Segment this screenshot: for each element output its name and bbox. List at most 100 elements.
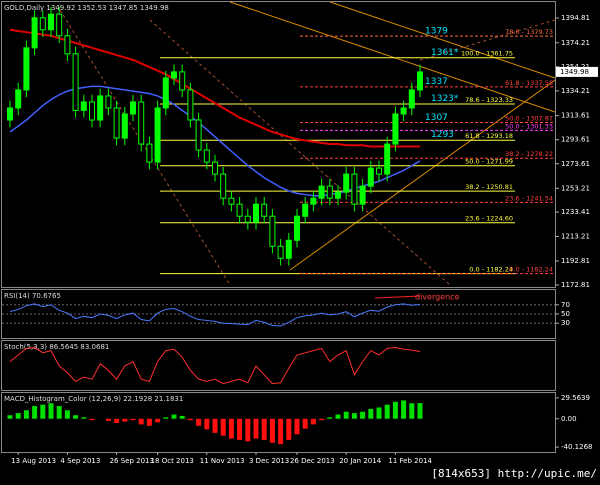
indicator-line — [9, 303, 421, 327]
fib-label: 100.0 - 1361.75 — [461, 50, 513, 58]
candle-body — [80, 101, 87, 111]
histogram-bar — [56, 406, 62, 419]
y-tick-label: 1313.61 — [561, 112, 590, 120]
y-tick-label: 1293.61 — [561, 136, 590, 144]
fib-label: 61.8 - 1293.18 — [465, 132, 513, 140]
histogram-bar — [179, 415, 185, 419]
y-tick-label: 1273.61 — [561, 160, 590, 168]
x-tick-label: 20 Jan 2014 — [339, 457, 382, 465]
y-tick-label: 1334.21 — [561, 87, 590, 95]
histogram-bar — [146, 418, 152, 426]
histogram-bar — [401, 400, 407, 419]
candle-body — [72, 53, 79, 111]
divergence-line — [374, 295, 421, 299]
histogram-bar — [23, 410, 29, 419]
candle-body — [376, 167, 382, 175]
y-tick-label: 30 — [561, 319, 570, 327]
candle-body — [326, 185, 333, 199]
price-tag — [556, 66, 598, 77]
y-tick-label: 1374.21 — [561, 39, 590, 47]
histogram-bar — [245, 418, 251, 442]
histogram-bar — [15, 413, 21, 419]
y-tick-label: 1233.41 — [561, 208, 590, 216]
candle-body — [39, 17, 46, 31]
level-label: 1337 — [425, 77, 448, 87]
candle-body — [335, 191, 341, 199]
candle-body — [236, 203, 243, 217]
histogram-bar — [105, 418, 111, 421]
stoch-frame — [1, 340, 556, 391]
histogram-bar — [269, 418, 275, 443]
trend-line — [289, 79, 556, 271]
candle-body — [15, 89, 22, 109]
candle-body — [302, 203, 309, 217]
y-tick-label: 1394.81 — [561, 14, 590, 22]
histogram-bar — [7, 415, 13, 419]
fib-label: 38.2 - 1250.81 — [465, 183, 513, 191]
annotation: divergence — [415, 293, 460, 302]
candle-body — [48, 13, 54, 31]
histogram-bar — [73, 415, 79, 419]
y-tick-label: 1172.81 — [561, 281, 590, 289]
candle-body — [285, 239, 292, 259]
y-tick-label: 29.5639 — [561, 394, 590, 402]
candle-body — [392, 113, 399, 145]
histogram-bar — [163, 417, 169, 419]
panel-frames — [1, 1, 556, 453]
fib-label: 61.8 - 1337.58 — [505, 79, 553, 87]
candle-body — [162, 77, 169, 109]
candle-body — [269, 215, 276, 247]
fib-label: 50.0 - 1307.87 — [505, 115, 553, 123]
candle-body — [367, 167, 374, 187]
histogram-bar — [261, 418, 267, 440]
histogram-bar — [81, 417, 87, 419]
candle-body — [343, 173, 350, 193]
x-tick-label: 11 Nov 2013 — [200, 457, 245, 465]
fib-label: 38.2 - 1278.22 — [505, 150, 553, 158]
histogram-bar — [417, 403, 423, 419]
main-frame — [1, 1, 556, 288]
fib-label: 23.6 - 1241.54 — [505, 194, 553, 202]
histogram-bar — [392, 401, 398, 419]
histogram-bar — [384, 404, 390, 419]
candle-body — [359, 185, 366, 205]
candle-body — [97, 95, 104, 121]
histogram-bar — [155, 418, 161, 423]
y-tick-label: 1192.81 — [561, 257, 590, 265]
candle-body — [113, 107, 120, 139]
histogram-bar — [319, 418, 325, 421]
candle-body — [7, 107, 13, 121]
histogram-bar — [220, 418, 226, 436]
y-tick-label: 70 — [561, 301, 570, 309]
candle-body — [261, 203, 268, 217]
histogram-bar — [228, 418, 234, 439]
x-tick-label: 11 Feb 2014 — [388, 457, 432, 465]
level-label: 1307 — [425, 113, 448, 123]
histogram-bar — [351, 413, 357, 419]
histogram-bar — [310, 418, 316, 425]
trend-lines — [59, 1, 556, 299]
histogram-bar — [187, 418, 193, 421]
x-tick-label: 26 Sep 2013 — [110, 457, 154, 465]
trend-line — [229, 1, 556, 113]
candle-body — [417, 71, 423, 91]
level-label: 1361* — [431, 48, 459, 58]
histogram-bar — [294, 418, 300, 435]
histogram-bar — [204, 418, 210, 430]
x-tick-label: 3 Dec 2013 — [249, 457, 289, 465]
histogram-bar — [40, 404, 46, 419]
candle-body — [23, 47, 30, 91]
histogram-bar — [302, 418, 308, 429]
candle-body — [310, 197, 317, 205]
histogram-bar — [138, 418, 144, 425]
candle-body — [187, 89, 194, 121]
histogram-bar — [237, 418, 243, 440]
histogram-bar — [286, 418, 292, 440]
histogram-bar — [212, 418, 218, 433]
candle-body — [195, 119, 202, 151]
candle-body — [400, 107, 407, 115]
chart-title: GOLD,Daily 1349.92 1352.53 1347.85 1349.… — [4, 4, 169, 12]
candle-body — [179, 71, 186, 91]
